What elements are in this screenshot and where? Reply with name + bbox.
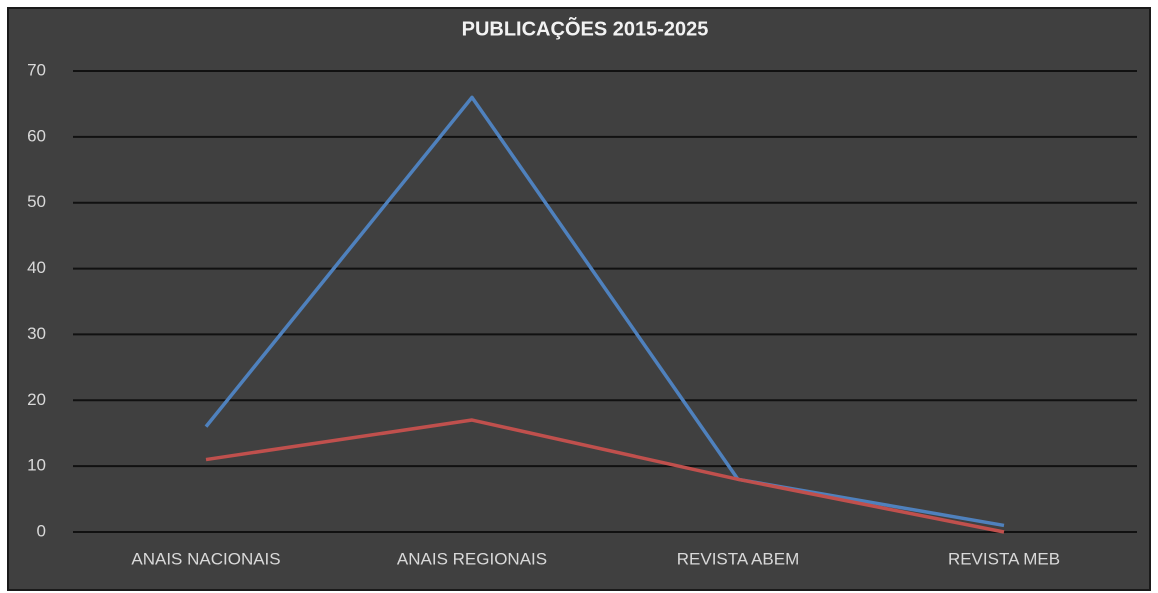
series-line xyxy=(205,418,1005,534)
y-tick-label: 20 xyxy=(27,390,46,409)
y-tick-label: 40 xyxy=(27,258,46,277)
y-tick-label: 0 xyxy=(37,521,46,540)
chart-title: PUBLICAÇÕES 2015-2025 xyxy=(462,16,709,40)
y-tick-label: 60 xyxy=(27,126,46,145)
y-tick-label: 70 xyxy=(27,60,46,79)
chart-background xyxy=(7,7,1151,591)
y-tick-label: 30 xyxy=(27,324,46,343)
x-tick-label: ANAIS REGIONAIS xyxy=(397,549,547,568)
y-tick-label: 50 xyxy=(27,192,46,211)
y-tick-label: 10 xyxy=(27,456,46,475)
x-tick-label: REVISTA MEB xyxy=(948,549,1060,568)
x-tick-label: ANAIS NACIONAIS xyxy=(131,549,280,568)
series-line xyxy=(204,95,1005,528)
x-tick-label: REVISTA ABEM xyxy=(677,549,800,568)
